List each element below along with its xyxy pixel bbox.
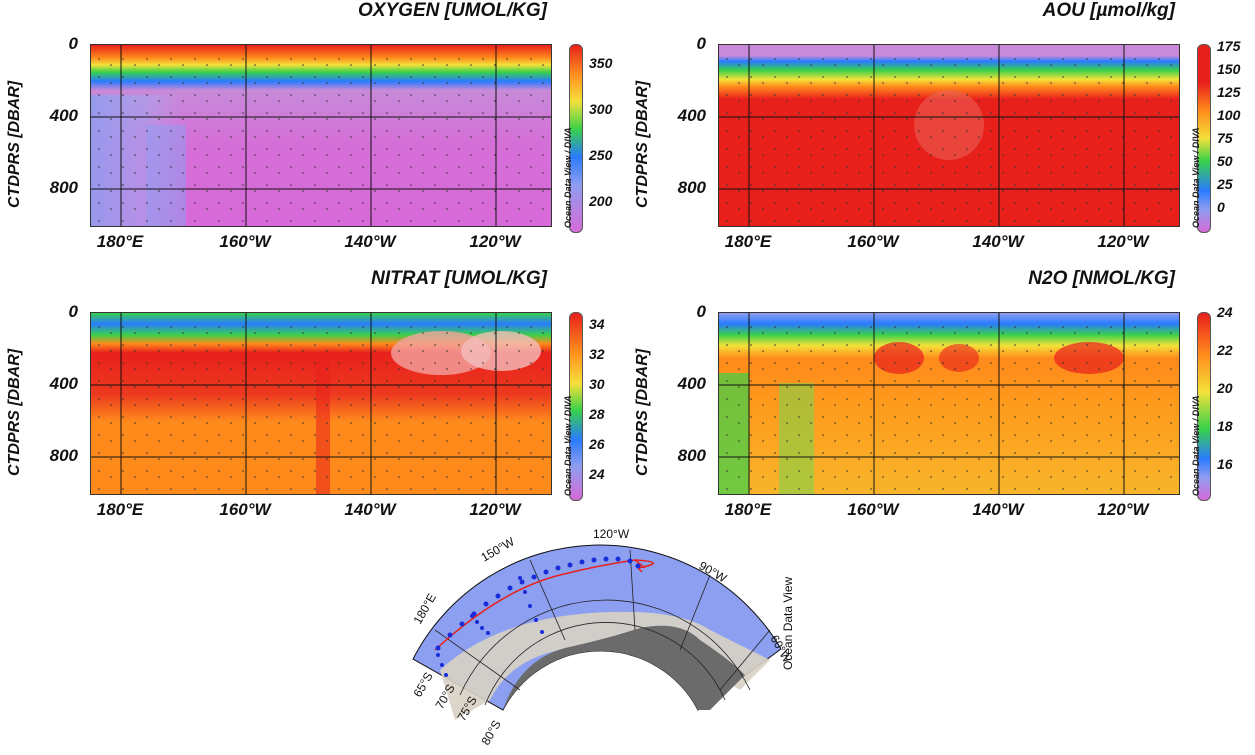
sample-dots bbox=[98, 58, 544, 222]
station-map: 180°E 150°W 120°W 90°W 60°W 65°S 70°S 75… bbox=[380, 520, 810, 750]
colorbar-tick: 300 bbox=[589, 101, 613, 117]
y-tick-label: 800 bbox=[49, 178, 78, 197]
high-n2o-patch bbox=[1054, 342, 1124, 374]
y-tick-label: 800 bbox=[677, 446, 706, 465]
sample-dots bbox=[726, 58, 1172, 222]
y-axis-label: CTDPRS [DBAR] bbox=[6, 348, 23, 476]
nitrat-panel: NITRAT [UMOL/KG] CTDPRS [DBAR] 0 400 800 bbox=[0, 268, 627, 530]
low-oxygen-column bbox=[146, 125, 186, 226]
panel-title: OXYGEN [UMOL/KG] bbox=[358, 0, 547, 21]
n2o-panel: N2O [NMOL/KG] CTDPRS [DBAR] 0 400 800 bbox=[628, 268, 1255, 530]
odv-credit: Ocean Data View / DIVA bbox=[1191, 127, 1201, 228]
colorbar-tick: 24 bbox=[589, 466, 605, 482]
high-n2o-patch bbox=[874, 342, 924, 374]
x-tick-label: 120°W bbox=[469, 232, 521, 251]
lat-label: 80°S bbox=[478, 718, 503, 748]
y-tick-label: 400 bbox=[677, 106, 706, 125]
x-tick-label: 140°W bbox=[972, 500, 1024, 519]
lon-label: 120°W bbox=[593, 527, 630, 541]
low-n2o-band bbox=[779, 383, 814, 494]
cruise-track bbox=[434, 559, 654, 651]
x-tick-label: 120°W bbox=[1097, 232, 1149, 251]
colorbar-tick: 30 bbox=[589, 376, 605, 392]
y-tick-label: 0 bbox=[68, 34, 78, 53]
lon-label: 180°E bbox=[410, 591, 439, 626]
x-tick-label: 180°E bbox=[96, 500, 144, 519]
y-axis-label: CTDPRS [DBAR] bbox=[634, 80, 651, 208]
panel-title: N2O [NMOL/KG] bbox=[1028, 268, 1175, 289]
colorbar bbox=[1197, 312, 1211, 501]
oxygen-panel: OXYGEN [UMOL/KG] CTDPRS [DBAR] 0 400 800 bbox=[0, 0, 627, 262]
x-tick-label: 140°W bbox=[344, 232, 396, 251]
lon-label: 150°W bbox=[479, 534, 518, 565]
colorbar bbox=[569, 312, 583, 501]
sample-dots bbox=[98, 326, 544, 490]
x-tick-label: 180°E bbox=[724, 500, 772, 519]
y-tick-label: 800 bbox=[677, 178, 706, 197]
colorbar-tick: 34 bbox=[589, 316, 605, 332]
y-tick-label: 0 bbox=[696, 34, 706, 53]
sample-dots bbox=[726, 326, 1172, 490]
x-tick-label: 180°E bbox=[96, 232, 144, 251]
colorbar-tick: 0 bbox=[1217, 199, 1225, 215]
heatmap-plot bbox=[90, 312, 552, 495]
high-n2o-patch bbox=[939, 344, 979, 372]
low-n2o-band bbox=[719, 373, 749, 494]
colorbar bbox=[569, 44, 583, 233]
colorbar-tick: 20 bbox=[1217, 380, 1233, 396]
x-tick-label: 160°W bbox=[847, 500, 899, 519]
colorbar-tick: 50 bbox=[1217, 153, 1233, 169]
lower-aou-patch bbox=[914, 90, 984, 160]
y-axis-label: CTDPRS [DBAR] bbox=[6, 80, 23, 208]
heatmap-plot bbox=[718, 44, 1180, 227]
map-credit: Ocean Data View bbox=[781, 577, 795, 670]
colorbar-tick: 24 bbox=[1217, 304, 1233, 320]
colorbar bbox=[1197, 44, 1211, 233]
colorbar-tick: 22 bbox=[1217, 342, 1233, 358]
high-nitrat-column bbox=[316, 353, 330, 494]
y-tick-label: 400 bbox=[49, 374, 78, 393]
colorbar-tick: 16 bbox=[1217, 456, 1233, 472]
colorbar-tick: 200 bbox=[589, 193, 613, 209]
y-tick-label: 400 bbox=[677, 374, 706, 393]
colorbar-tick: 150 bbox=[1217, 61, 1241, 77]
y-tick-label: 800 bbox=[49, 446, 78, 465]
x-tick-label: 160°W bbox=[847, 232, 899, 251]
heatmap-plot bbox=[718, 312, 1180, 495]
colorbar-tick: 26 bbox=[589, 436, 605, 452]
panel-title: NITRAT [UMOL/KG] bbox=[371, 268, 547, 289]
x-tick-label: 160°W bbox=[219, 500, 271, 519]
colorbar-tick: 350 bbox=[589, 55, 613, 71]
x-tick-label: 140°W bbox=[972, 232, 1024, 251]
colorbar-tick: 125 bbox=[1217, 84, 1241, 100]
y-axis-label: CTDPRS [DBAR] bbox=[634, 348, 651, 476]
odv-credit: Ocean Data View / DIVA bbox=[1191, 395, 1201, 496]
aou-panel: AOU [µmol/kg] CTDPRS [DBAR] 0 400 800 bbox=[628, 0, 1255, 262]
heatmap-plot bbox=[90, 44, 552, 227]
map-land bbox=[503, 625, 745, 710]
odv-credit: Ocean Data View / DIVA bbox=[563, 127, 573, 228]
y-tick-label: 400 bbox=[49, 106, 78, 125]
y-tick-label: 0 bbox=[696, 302, 706, 321]
x-tick-label: 120°W bbox=[1097, 500, 1149, 519]
colorbar-tick: 175 bbox=[1217, 38, 1241, 54]
colorbar-tick: 25 bbox=[1217, 176, 1233, 192]
lat-label: 65°S bbox=[410, 670, 435, 700]
stations bbox=[435, 556, 641, 677]
x-tick-label: 120°W bbox=[469, 500, 521, 519]
x-tick-label: 180°E bbox=[724, 232, 772, 251]
colorbar-tick: 100 bbox=[1217, 107, 1241, 123]
x-tick-label: 140°W bbox=[344, 500, 396, 519]
colorbar-tick: 75 bbox=[1217, 130, 1233, 146]
panel-title: AOU [µmol/kg] bbox=[1042, 0, 1175, 21]
x-tick-label: 160°W bbox=[219, 232, 271, 251]
y-tick-label: 0 bbox=[68, 302, 78, 321]
colorbar-tick: 32 bbox=[589, 346, 605, 362]
colorbar-tick: 18 bbox=[1217, 418, 1233, 434]
colorbar-tick: 250 bbox=[589, 147, 613, 163]
odv-credit: Ocean Data View / DIVA bbox=[563, 395, 573, 496]
colorbar-tick: 28 bbox=[589, 406, 605, 422]
low-nitrat-patch bbox=[461, 331, 541, 371]
